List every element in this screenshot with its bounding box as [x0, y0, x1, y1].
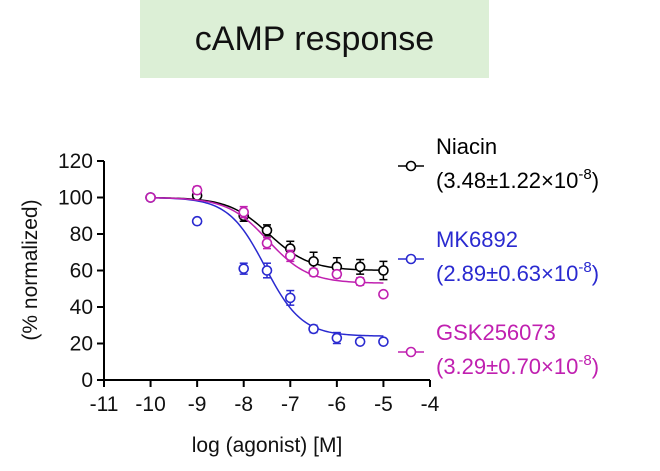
legend-item-gsk256073: GSK256073 (3.29±0.70×10-8)	[398, 320, 599, 379]
data-point	[191, 184, 203, 196]
legend-value: (2.89±0.63×10-8)	[436, 259, 599, 286]
axes: 0 20 40 60 80 100 120 -11 -10 -9 -8 -7 -6 -5 -4	[58, 150, 440, 416]
data-point	[331, 332, 343, 344]
legend-marker	[405, 346, 417, 358]
data-point	[354, 261, 366, 273]
legend-label: MK6892	[436, 227, 518, 252]
legend-value-text: (2.89±0.63×10	[436, 261, 578, 286]
chart-title-box: cAMP response	[140, 0, 489, 78]
legend-value-exponent: -8	[578, 352, 591, 369]
x-tick-label: -5	[374, 393, 393, 416]
data-point	[145, 192, 156, 203]
data-point	[191, 215, 203, 227]
data-point	[308, 267, 319, 278]
y-tick-label: 20	[70, 333, 93, 356]
data-point	[308, 256, 319, 267]
y-tick-label: 60	[70, 260, 93, 283]
x-tick-label: -8	[234, 393, 253, 416]
y-tick-label: 100	[58, 187, 93, 210]
series-gsk256073	[145, 184, 389, 300]
legend-value-text: (3.48±1.22×10	[436, 168, 578, 193]
x-tick-label: -10	[135, 393, 165, 416]
data-point	[354, 276, 366, 287]
x-tick-label: -7	[281, 393, 300, 416]
legend-label: GSK256073	[436, 320, 556, 345]
legend-value-close: )	[592, 261, 599, 286]
legend-marker	[405, 253, 417, 265]
legend-value-text: (3.29±0.70×10	[436, 354, 578, 379]
y-tick-label: 0	[81, 369, 93, 392]
legend: Niacin(3.48±1.22×10-8)MK6892(2.89±0.63×1…	[398, 134, 599, 379]
chart-title: cAMP response	[194, 19, 435, 58]
data-point	[378, 336, 389, 347]
data-point	[284, 250, 296, 262]
legend-value-close: )	[592, 354, 599, 379]
legend-marker	[405, 160, 417, 172]
plot-area	[145, 184, 389, 347]
data-point	[261, 265, 273, 276]
legend-value-exponent: -8	[578, 166, 591, 183]
y-tick-label: 120	[58, 150, 93, 173]
legend-item-niacin: Niacin (3.48±1.22×10-8)	[398, 134, 599, 193]
data-point	[238, 263, 250, 274]
data-point	[331, 268, 343, 280]
y-tick-label: 80	[70, 223, 93, 246]
series-mk6892	[145, 192, 389, 347]
y-axis-label: (% normalized)	[19, 199, 42, 340]
data-point	[261, 237, 273, 249]
legend-item-mk6892: MK6892 (2.89±0.63×10-8)	[398, 227, 599, 286]
legend-value-exponent: -8	[578, 259, 591, 276]
data-point	[378, 288, 389, 300]
legend-value-close: )	[592, 168, 599, 193]
data-point	[378, 265, 389, 276]
x-tick-label: -4	[421, 393, 440, 416]
y-tick-label: 40	[70, 296, 93, 319]
data-point	[261, 225, 273, 236]
x-tick-label: -11	[90, 393, 119, 416]
legend-value: (3.29±0.70×10-8)	[436, 352, 599, 379]
legend-label: Niacin	[436, 134, 497, 159]
x-tick-label: -9	[188, 393, 207, 416]
x-axis-label: log (agonist) [M]	[192, 434, 343, 457]
legend-value: (3.48±1.22×10-8)	[436, 166, 599, 193]
data-point	[284, 292, 296, 304]
x-tick-label: -6	[328, 393, 347, 416]
data-point	[308, 323, 319, 335]
data-point	[238, 206, 250, 218]
data-point	[354, 336, 366, 347]
